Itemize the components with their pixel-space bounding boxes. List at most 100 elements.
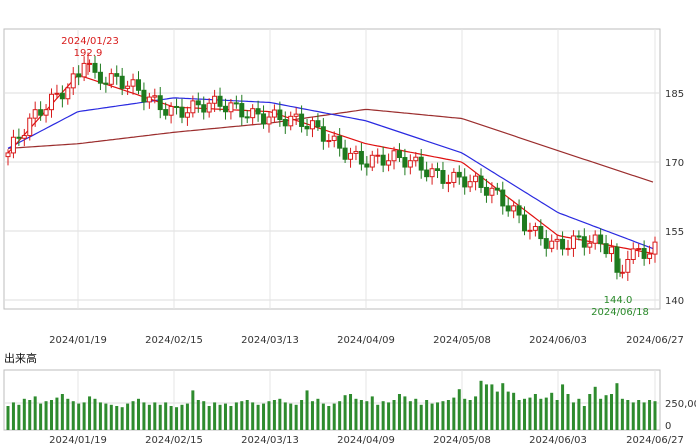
candle-up xyxy=(293,113,299,117)
volume-bar xyxy=(620,398,624,430)
volume-bar xyxy=(332,403,336,430)
candle-down xyxy=(255,108,261,115)
candle-up xyxy=(184,112,190,118)
candle-down xyxy=(440,169,446,184)
price-tick-185: 185 xyxy=(665,89,684,100)
volume-bar xyxy=(642,402,646,430)
candle-down xyxy=(233,102,239,105)
volume-bar xyxy=(430,403,434,430)
candle-up xyxy=(146,96,152,103)
candle-down xyxy=(614,246,620,273)
volume-bar xyxy=(55,397,59,430)
candle-up xyxy=(309,120,315,130)
candle-down xyxy=(179,106,185,118)
ma-short-line xyxy=(7,74,654,255)
volume-bar xyxy=(533,394,537,430)
candle-down xyxy=(59,92,65,100)
volume-bar xyxy=(425,400,429,430)
candle-down xyxy=(462,176,468,188)
candle-up xyxy=(652,241,658,255)
candle-up xyxy=(65,87,71,100)
volume-bar xyxy=(506,391,510,430)
candle-down xyxy=(320,126,326,142)
candle-up xyxy=(212,95,218,104)
volume-bar xyxy=(648,400,652,430)
candle-down xyxy=(277,109,283,121)
candle-down xyxy=(282,119,288,127)
volume-bar xyxy=(523,398,527,430)
volume-bar xyxy=(479,380,483,430)
candle-down xyxy=(76,73,82,78)
candle-up xyxy=(527,229,533,232)
volume-bar xyxy=(164,402,168,430)
candle-up xyxy=(592,234,598,244)
price-x-tick-label: 2024/05/08 xyxy=(433,335,491,346)
volume-bar xyxy=(387,402,391,430)
candle-up xyxy=(108,73,114,85)
volume-bar xyxy=(180,404,184,430)
volume-bar xyxy=(77,403,81,430)
volume-bar xyxy=(327,406,331,430)
volume-bar xyxy=(392,400,396,430)
price-x-tick-label: 2024/03/13 xyxy=(241,335,299,346)
volume-bar xyxy=(571,402,575,430)
candle-down xyxy=(16,136,22,139)
candle-up xyxy=(407,160,413,168)
candle-up xyxy=(647,253,653,259)
ma-mid-line xyxy=(7,97,654,250)
volume-bar xyxy=(300,400,304,430)
volume-bar xyxy=(66,398,70,430)
candle-down xyxy=(500,189,506,207)
high-value-annotation: 192.9 xyxy=(74,48,103,59)
volume-bar xyxy=(289,403,293,430)
candle-down xyxy=(337,135,343,149)
candle-down xyxy=(598,234,604,245)
volume-bar xyxy=(109,404,113,430)
volume-bar xyxy=(436,402,440,430)
volume-x-tick-label: 2024/04/09 xyxy=(337,435,395,446)
candle-down xyxy=(103,82,109,85)
candle-up xyxy=(48,93,54,111)
volume-bar xyxy=(234,402,238,430)
volume-bar xyxy=(245,400,249,430)
volume-bar xyxy=(136,398,140,430)
candle-up xyxy=(619,271,625,274)
volume-bar xyxy=(555,400,559,430)
volume-bar xyxy=(381,401,385,430)
candle-down xyxy=(174,105,180,108)
volume-title: 出来高 xyxy=(4,351,37,365)
candle-down xyxy=(261,113,267,125)
candle-up xyxy=(331,135,337,142)
volume-bar xyxy=(294,404,298,430)
candle-down xyxy=(396,150,402,159)
volume-bar-series xyxy=(6,380,657,430)
candle-down xyxy=(141,89,147,103)
candle-up xyxy=(266,116,272,125)
candle-up xyxy=(369,154,375,168)
candle-up xyxy=(630,248,636,260)
volume-x-tick-label: 2024/05/08 xyxy=(433,435,491,446)
volume-bar xyxy=(490,384,494,430)
volume-bar xyxy=(305,390,309,430)
price-x-tick-label: 2024/02/15 xyxy=(145,335,203,346)
volume-bar xyxy=(474,396,478,430)
volume-bar xyxy=(441,401,445,430)
volume-bar xyxy=(397,394,401,430)
candle-down xyxy=(222,105,228,113)
candle-down xyxy=(456,171,462,178)
candle-down xyxy=(478,175,484,188)
candle-up xyxy=(445,181,451,184)
volume-bar xyxy=(44,401,48,430)
price-x-tick-label: 2024/01/19 xyxy=(49,335,107,346)
price-panel-frame xyxy=(3,28,661,310)
volume-bar xyxy=(517,400,521,430)
volume-x-tick-label: 2024/06/03 xyxy=(529,435,587,446)
candle-down xyxy=(435,168,441,171)
high-date-annotation: 2024/01/23 xyxy=(61,36,119,47)
candle-down xyxy=(119,75,125,89)
volume-bar xyxy=(408,401,412,430)
price-x-axis: 2024/01/19 2024/02/15 2024/03/13 2024/04/09… xyxy=(49,335,684,346)
candle-up xyxy=(489,187,495,196)
volume-bar xyxy=(365,401,369,430)
